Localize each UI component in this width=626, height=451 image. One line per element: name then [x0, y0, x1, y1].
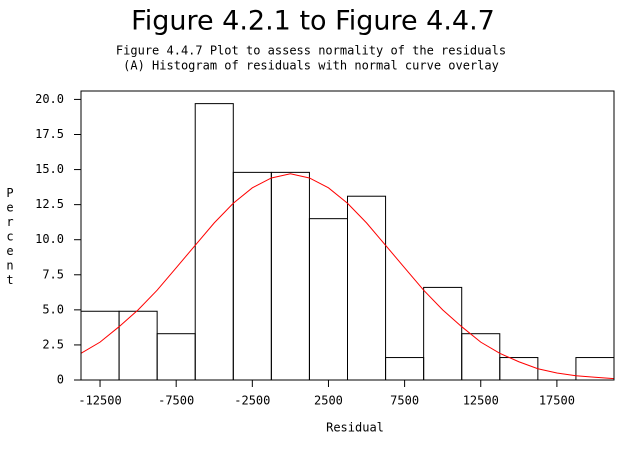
subtitle: Figure 4.4.7 Plot to assess normality of… — [116, 44, 506, 58]
x-axis-label: Residual — [326, 421, 384, 435]
y-tick-label: 0 — [57, 373, 64, 387]
x-tick-label: 2500 — [314, 394, 343, 408]
y-tick-label: 2.5 — [42, 337, 64, 351]
x-tick-label: -12500 — [78, 394, 121, 408]
y-tick-label: 15.0 — [35, 162, 64, 176]
normal-curve — [80, 173, 615, 380]
x-tick-label: -2500 — [234, 394, 270, 408]
chart-title: Figure 4.2.1 to Figure 4.4.7 — [131, 6, 495, 37]
y-tick-label: 17.5 — [35, 127, 64, 141]
y-tick-label: 20.0 — [35, 92, 64, 106]
x-tick-label: 7500 — [390, 394, 419, 408]
y-tick-label: 5.0 — [42, 302, 64, 316]
subtitle: (A) Histogram of residuals with normal c… — [123, 59, 499, 73]
x-tick-label: 12500 — [463, 394, 499, 408]
y-tick-label: 12.5 — [35, 197, 64, 211]
y-tick-label: 10.0 — [35, 232, 64, 246]
x-tick-label: 17500 — [539, 394, 575, 408]
plot-frame — [80, 90, 615, 381]
y-tick-label: 7.5 — [42, 267, 64, 281]
x-tick-label: -7500 — [158, 394, 194, 408]
